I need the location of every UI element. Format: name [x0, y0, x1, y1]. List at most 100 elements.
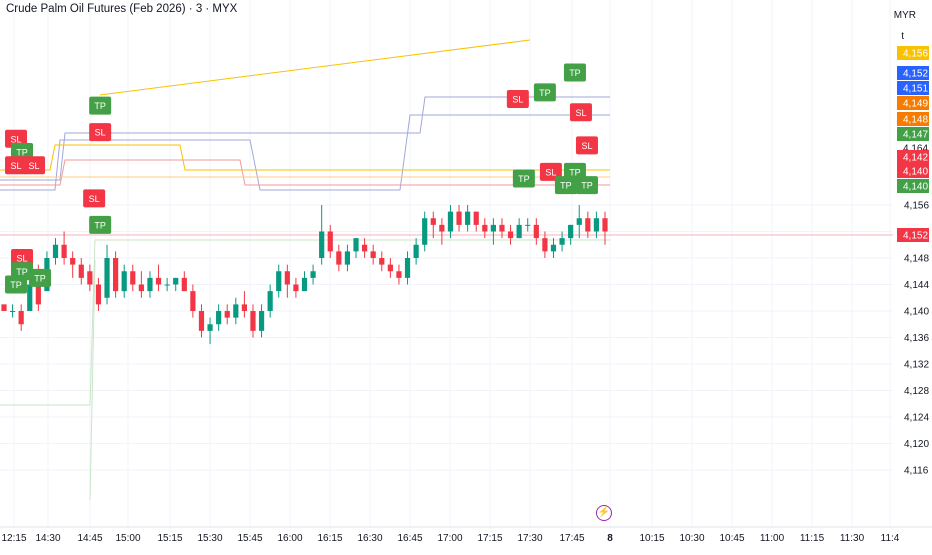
candle-body: [559, 238, 565, 245]
tp-marker: [29, 268, 52, 287]
sl-marker-label: SL: [89, 194, 100, 204]
candle-body: [387, 264, 393, 272]
candle-body: [70, 258, 76, 265]
candle-body: [61, 244, 67, 258]
x-tick-label: 11:00: [760, 533, 785, 544]
sl-marker-label: SL: [17, 254, 28, 264]
y-tick-label: 4,156: [904, 201, 929, 212]
price-label: 4,140: [903, 167, 928, 178]
candle-body: [507, 231, 514, 239]
x-tick-label: 15:15: [157, 533, 182, 544]
trade-markers: TPSLSLTPSLSLSLTPSLTPTPTPSLTPTPSLSLSLTPTP…: [5, 63, 598, 294]
y-tick-label: 4,140: [904, 307, 929, 318]
x-tick-label: 16:00: [277, 533, 302, 544]
tp-marker-label: TP: [16, 267, 28, 277]
candle-body: [216, 311, 222, 325]
candle-body: [319, 231, 325, 258]
y-tick-label: 4,148: [904, 254, 929, 265]
candle-body: [190, 291, 196, 311]
sl-marker: [569, 103, 592, 122]
candle-body: [233, 304, 239, 318]
x-tick-label: 10:30: [679, 533, 704, 544]
x-tick-label: 15:45: [237, 533, 262, 544]
tp-marker-label: TP: [94, 101, 106, 111]
candle-body: [456, 211, 462, 225]
tp-marker: [512, 169, 535, 188]
candle-body: [293, 284, 299, 292]
price-label: 4,156: [903, 49, 928, 60]
price-label: 4,164: [903, 144, 928, 155]
candle-body: [525, 224, 531, 226]
scale-mode-label[interactable]: t: [901, 31, 904, 42]
sl-marker-label: SL: [95, 128, 106, 138]
x-tick-label: 12:15: [1, 533, 26, 544]
candle-body: [602, 218, 608, 232]
sl-marker: [575, 136, 598, 155]
x-tick-label: 15:00: [115, 533, 140, 544]
currency-label[interactable]: MYR: [893, 10, 916, 21]
candle-body: [181, 277, 187, 292]
candle-body: [52, 244, 59, 258]
candle-body: [113, 258, 119, 292]
tp-marker-label: TP: [581, 181, 593, 191]
candle-body: [95, 284, 102, 305]
candle-body: [344, 251, 351, 265]
indicator-line: [0, 96, 610, 181]
price-axis[interactable]: 4,156 4,152 4,148 4,144 4,140 4,136 4,132 4,128…: [897, 46, 929, 477]
x-tick-label: 15:30: [197, 533, 222, 544]
tp-marker-label: TP: [569, 167, 581, 177]
candle-body: [1, 304, 7, 311]
sl-marker: [83, 189, 106, 208]
price-label: 4,152: [903, 69, 928, 80]
candle-body: [155, 277, 162, 285]
sl-marker: [89, 123, 112, 142]
chart-title: Crude Palm Oil Futures (Feb 2026) · 3 · …: [6, 3, 238, 15]
price-label-box: [897, 66, 929, 80]
x-tick-label: 10:15: [639, 533, 664, 544]
candle-body: [396, 271, 402, 278]
tp-marker: [89, 215, 112, 234]
tp-marker: [563, 63, 586, 82]
x-tick-label: 11:15: [800, 533, 825, 544]
x-tick-label: 17:15: [477, 533, 502, 544]
tp-marker-label: TP: [569, 68, 581, 78]
candle-body: [542, 238, 548, 252]
tp-marker-label: TP: [94, 220, 106, 230]
candle-body: [499, 224, 505, 232]
x-tick-label: 16:30: [357, 533, 382, 544]
time-axis[interactable]: 12:15 14:30 14:45 15:00 15:15 15:30 15:45 16:00…: [1, 533, 899, 544]
price-label-box: [897, 46, 929, 60]
indicator-line: [0, 159, 610, 186]
lightning-bolt-icon[interactable]: ⚡: [596, 505, 612, 521]
candle-body: [104, 258, 110, 298]
y-tick-label: 4,124: [904, 413, 929, 424]
indicator-line: [0, 144, 610, 171]
candle-body: [490, 224, 496, 232]
sl-marker-label: SL: [512, 95, 523, 105]
tp-marker: [89, 96, 112, 115]
sl-marker-label: SL: [575, 108, 586, 118]
candle-body: [301, 277, 308, 292]
candle-body: [422, 218, 428, 245]
tp-marker-label: TP: [539, 88, 551, 98]
x-tick-label: 17:30: [517, 533, 542, 544]
candle-body: [224, 311, 230, 318]
price-label: 4,152: [903, 231, 928, 242]
x-tick-label: 8: [607, 533, 613, 544]
candles: [1, 205, 608, 345]
candle-body: [568, 224, 574, 239]
candle-body: [258, 311, 265, 331]
candle-body: [310, 271, 316, 278]
price-label: 4,149: [903, 99, 928, 110]
sl-marker: [23, 156, 46, 175]
x-tick-label: 17:00: [437, 533, 462, 544]
x-tick-label: 14:30: [35, 533, 60, 544]
candle-body: [362, 244, 368, 252]
price-label-box: [897, 228, 929, 242]
tp-marker-label: TP: [10, 280, 22, 290]
sl-marker-label: SL: [11, 134, 22, 144]
tp-marker-label: TP: [518, 174, 530, 184]
price-label: 4,142: [903, 153, 928, 164]
